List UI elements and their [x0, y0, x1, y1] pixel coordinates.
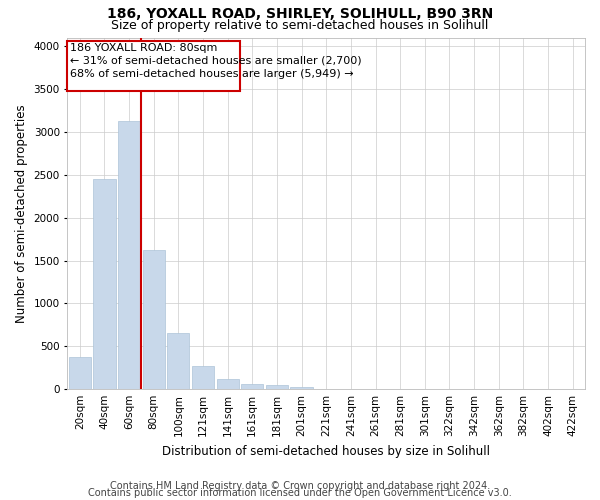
Text: Contains public sector information licensed under the Open Government Licence v3: Contains public sector information licen…	[88, 488, 512, 498]
Bar	[118, 120, 140, 389]
Bar	[266, 385, 288, 389]
Bar	[94, 179, 116, 389]
Y-axis label: Number of semi-detached properties: Number of semi-detached properties	[15, 104, 28, 322]
FancyBboxPatch shape	[67, 41, 240, 90]
Text: 186, YOXALL ROAD, SHIRLEY, SOLIHULL, B90 3RN: 186, YOXALL ROAD, SHIRLEY, SOLIHULL, B90…	[107, 8, 493, 22]
Text: 186 YOXALL ROAD: 80sqm
← 31% of semi-detached houses are smaller (2,700)
68% of : 186 YOXALL ROAD: 80sqm ← 31% of semi-det…	[70, 42, 362, 79]
Bar	[143, 250, 165, 389]
Bar	[290, 388, 313, 389]
Bar	[68, 358, 91, 389]
Bar	[217, 379, 239, 389]
Text: Contains HM Land Registry data © Crown copyright and database right 2024.: Contains HM Land Registry data © Crown c…	[110, 481, 490, 491]
Bar	[192, 366, 214, 389]
X-axis label: Distribution of semi-detached houses by size in Solihull: Distribution of semi-detached houses by …	[162, 444, 490, 458]
Text: Size of property relative to semi-detached houses in Solihull: Size of property relative to semi-detach…	[112, 19, 488, 32]
Bar	[167, 332, 190, 389]
Bar	[241, 384, 263, 389]
